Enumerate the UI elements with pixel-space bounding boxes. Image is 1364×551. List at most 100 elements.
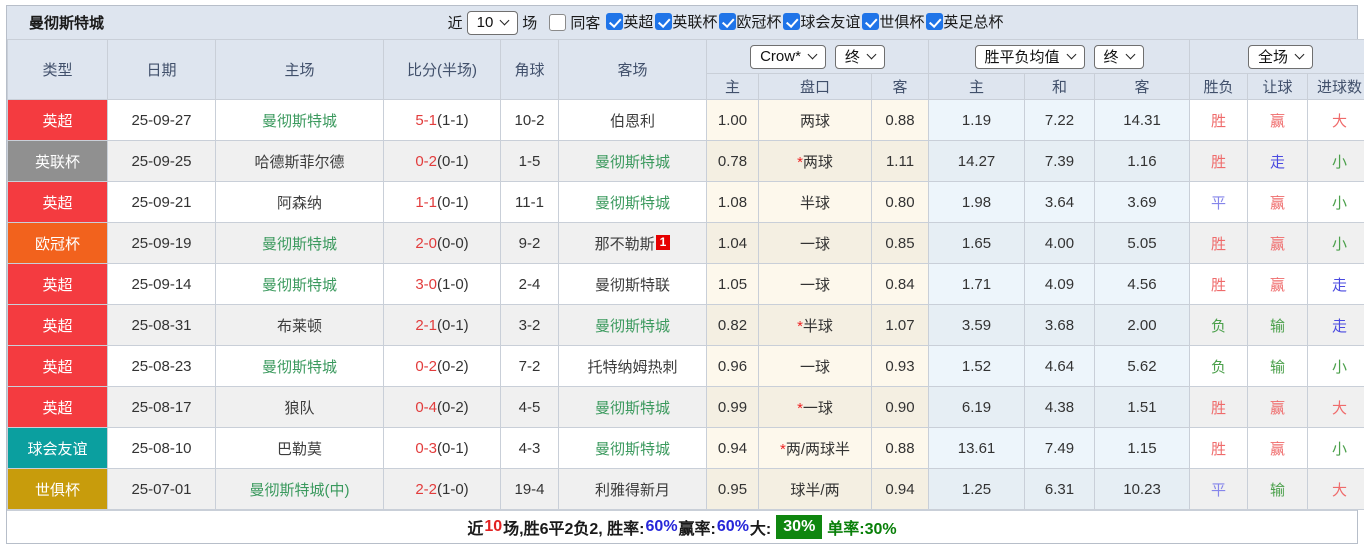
halftime-score: (0-1): [437, 194, 469, 211]
league-checkbox-label: 英联杯: [672, 11, 717, 32]
outcome: 胜: [1190, 223, 1248, 264]
recent-count-select[interactable]: 10: [467, 11, 519, 35]
away-team[interactable]: 利雅得新月: [559, 469, 707, 510]
league-checkbox[interactable]: [606, 13, 623, 30]
handicap-result: 赢: [1248, 264, 1308, 305]
league-filter-item: 英超: [606, 11, 653, 32]
fulltime-score: 5-1: [415, 112, 437, 129]
subcol-odds-away: 客: [872, 74, 929, 100]
corners: 9-2: [501, 223, 559, 264]
league-checkbox[interactable]: [862, 13, 879, 30]
league-badge: 球会友谊: [8, 428, 108, 469]
away-team[interactable]: 曼彻斯特城: [559, 387, 707, 428]
goals-result: 小: [1308, 223, 1364, 264]
handicap: 一球: [759, 223, 872, 264]
goals-result: 走: [1308, 264, 1364, 305]
score: 0-2(0-1): [384, 141, 501, 182]
away-odds: 0.90: [872, 387, 929, 428]
home-team-name[interactable]: 阿森纳: [277, 195, 322, 212]
home-odds: 1.00: [707, 100, 759, 141]
league-checkbox[interactable]: [783, 13, 800, 30]
home-team-name[interactable]: 曼彻斯特城: [262, 236, 337, 253]
league-badge: 英联杯: [8, 141, 108, 182]
league-badge: 英超: [8, 387, 108, 428]
score: 1-1(0-1): [384, 182, 501, 223]
league-checkbox[interactable]: [655, 13, 672, 30]
avg-away-odds: 5.62: [1095, 346, 1190, 387]
away-team-name[interactable]: 利雅得新月: [595, 482, 670, 499]
league-checkbox[interactable]: [719, 13, 736, 30]
home-team[interactable]: 狼队: [216, 387, 384, 428]
league-badge: 英超: [8, 182, 108, 223]
home-team-name[interactable]: 曼彻斯特城: [262, 277, 337, 294]
away-team-name[interactable]: 曼彻斯特城: [595, 154, 670, 171]
matches-label: 场: [522, 12, 537, 33]
away-team[interactable]: 曼彻斯特联: [559, 264, 707, 305]
bookmaker-select[interactable]: Crow*: [750, 45, 826, 69]
home-team[interactable]: 曼彻斯特城: [216, 100, 384, 141]
away-team[interactable]: 曼彻斯特城: [559, 141, 707, 182]
outcome: 胜: [1190, 141, 1248, 182]
summary-segment: 场,胜6平2负2, 胜率:: [503, 515, 644, 539]
avg-draw-odds: 4.09: [1025, 264, 1095, 305]
corners: 11-1: [501, 182, 559, 223]
away-team-name[interactable]: 曼彻斯特城: [595, 195, 670, 212]
away-team-name[interactable]: 曼彻斯特联: [595, 277, 670, 294]
home-team[interactable]: 曼彻斯特城: [216, 223, 384, 264]
league-badge: 英超: [8, 100, 108, 141]
avg-type-select[interactable]: 胜平负均值: [975, 45, 1085, 69]
home-team[interactable]: 曼彻斯特城: [216, 264, 384, 305]
away-odds: 1.07: [872, 305, 929, 346]
away-team-name[interactable]: 那不勒斯: [595, 236, 655, 253]
fulltime-score: 0-4: [415, 399, 437, 416]
avg-away-odds: 5.05: [1095, 223, 1190, 264]
avg-home-odds: 1.19: [929, 100, 1025, 141]
match-date: 25-07-01: [108, 469, 216, 510]
home-team[interactable]: 曼彻斯特城(中): [216, 469, 384, 510]
odds-time-select[interactable]: 终: [835, 45, 885, 69]
home-team-name[interactable]: 狼队: [284, 400, 314, 417]
away-team[interactable]: 曼彻斯特城: [559, 305, 707, 346]
handicap-result: 输: [1248, 305, 1308, 346]
away-team[interactable]: 托特纳姆热刺: [559, 346, 707, 387]
outcome: 胜: [1190, 100, 1248, 141]
score: 0-4(0-2): [384, 387, 501, 428]
home-team-name[interactable]: 巴勒莫: [277, 441, 322, 458]
period-select[interactable]: 全场: [1248, 45, 1313, 69]
home-team[interactable]: 曼彻斯特城: [216, 346, 384, 387]
home-team-name[interactable]: 曼彻斯特城: [262, 359, 337, 376]
away-team-name[interactable]: 曼彻斯特城: [595, 400, 670, 417]
home-team[interactable]: 布莱顿: [216, 305, 384, 346]
home-team-name[interactable]: 哈德斯菲尔德: [254, 154, 344, 171]
away-team-name[interactable]: 曼彻斯特城: [595, 441, 670, 458]
goals-result: 大: [1308, 387, 1364, 428]
away-team[interactable]: 曼彻斯特城: [559, 182, 707, 223]
away-team[interactable]: 伯恩利: [559, 100, 707, 141]
avg-time-select[interactable]: 终: [1094, 45, 1144, 69]
handicap: 一球: [759, 264, 872, 305]
score: 2-1(0-1): [384, 305, 501, 346]
avg-home-odds: 6.19: [929, 387, 1025, 428]
home-team-name[interactable]: 布莱顿: [277, 318, 322, 335]
home-team[interactable]: 巴勒莫: [216, 428, 384, 469]
away-team[interactable]: 曼彻斯特城: [559, 428, 707, 469]
home-odds: 0.95: [707, 469, 759, 510]
league-checkbox[interactable]: [926, 13, 943, 30]
away-odds: 1.11: [872, 141, 929, 182]
league-badge: 世俱杯: [8, 469, 108, 510]
same-opponent-checkbox[interactable]: [549, 14, 566, 31]
home-team[interactable]: 阿森纳: [216, 182, 384, 223]
fulltime-score: 2-2: [415, 481, 437, 498]
away-team-name[interactable]: 伯恩利: [610, 113, 655, 130]
avg-away-odds: 1.15: [1095, 428, 1190, 469]
home-team-name[interactable]: 曼彻斯特城: [262, 113, 337, 130]
col-header-score: 比分(半场): [384, 40, 501, 100]
away-team-name[interactable]: 托特纳姆热刺: [587, 359, 677, 376]
home-team-name[interactable]: 曼彻斯特城(中): [250, 482, 350, 499]
corners: 10-2: [501, 100, 559, 141]
fulltime-score: 0-2: [415, 358, 437, 375]
away-team-name[interactable]: 曼彻斯特城: [595, 318, 670, 335]
home-team[interactable]: 哈德斯菲尔德: [216, 141, 384, 182]
